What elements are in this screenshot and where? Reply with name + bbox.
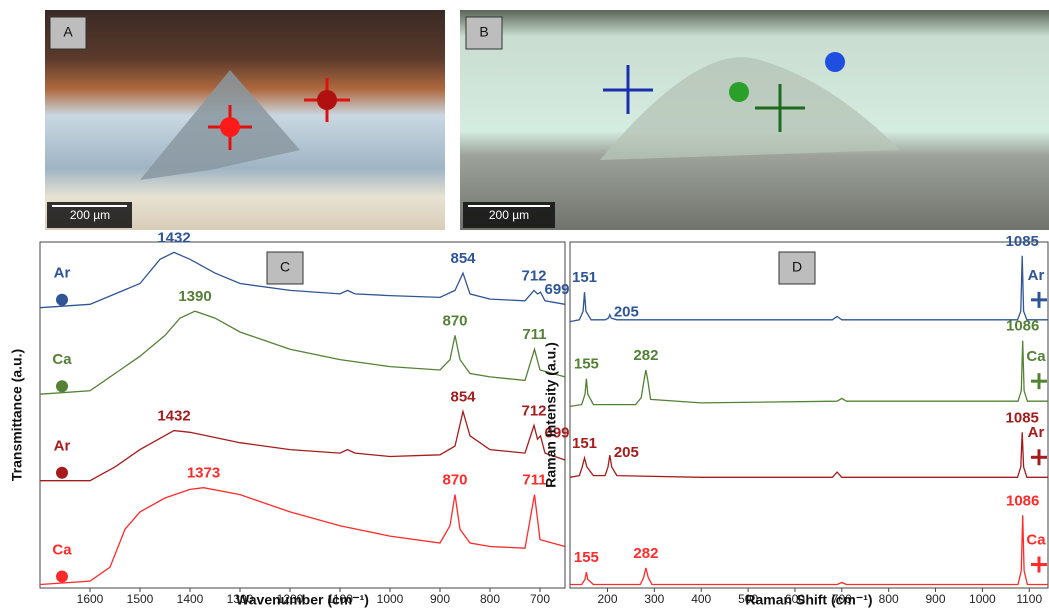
x-tick-label: 700 bbox=[530, 592, 550, 606]
panel-label: C bbox=[280, 259, 290, 275]
peak-label: 205 bbox=[614, 304, 639, 321]
peak-label: 854 bbox=[450, 389, 476, 406]
spectrum-line bbox=[40, 412, 565, 481]
legend-label: Ar bbox=[54, 438, 71, 455]
x-tick-label: 1400 bbox=[177, 592, 204, 606]
legend-label: Ar bbox=[1028, 267, 1045, 284]
legend-marker bbox=[56, 467, 68, 479]
peak-label: 1432 bbox=[157, 229, 190, 246]
figure: A 200 µm B 200 µm C160015001400130012001… bbox=[0, 0, 1049, 609]
peak-label: 155 bbox=[574, 356, 599, 373]
legend-label: Ca bbox=[1026, 532, 1046, 549]
peak-label: 151 bbox=[572, 435, 597, 452]
x-tick-label: 1600 bbox=[77, 592, 104, 606]
peak-label: 1086 bbox=[1006, 492, 1039, 509]
panel-label: D bbox=[792, 259, 802, 275]
peak-label: 699 bbox=[545, 281, 570, 298]
x-axis-title: Raman Shift (cm⁻¹) bbox=[745, 592, 872, 608]
peak-label: 870 bbox=[442, 472, 467, 489]
peak-label: 151 bbox=[572, 269, 597, 286]
legend-label: Ar bbox=[54, 265, 71, 282]
x-tick-label: 200 bbox=[597, 592, 617, 606]
peak-label: 282 bbox=[633, 545, 658, 562]
plot-frame bbox=[570, 242, 1048, 588]
micrograph-a bbox=[45, 10, 445, 230]
legend-label: Ca bbox=[52, 542, 72, 559]
legend-label: Ca bbox=[1026, 348, 1046, 365]
x-tick-label: 800 bbox=[480, 592, 500, 606]
x-tick-label: 1100 bbox=[1016, 592, 1042, 606]
x-tick-label: 800 bbox=[879, 592, 899, 606]
x-tick-label: 900 bbox=[430, 592, 450, 606]
peak-label: 870 bbox=[442, 312, 467, 329]
x-tick-label: 400 bbox=[691, 592, 711, 606]
peak-label: 712 bbox=[521, 267, 546, 284]
peak-label: 1373 bbox=[187, 465, 220, 482]
legend-marker bbox=[56, 294, 68, 306]
y-axis-title: Transmittance (a.u.) bbox=[9, 349, 25, 481]
x-tick-label: 900 bbox=[926, 592, 946, 606]
peak-label: 282 bbox=[633, 347, 658, 364]
legend-marker bbox=[56, 380, 68, 392]
x-tick-label: 300 bbox=[644, 592, 664, 606]
peak-label: 155 bbox=[574, 549, 599, 566]
peak-label: 854 bbox=[450, 250, 476, 267]
legend-marker bbox=[56, 571, 68, 583]
peak-label: 1086 bbox=[1006, 318, 1039, 335]
x-tick-label: 1000 bbox=[377, 592, 404, 606]
scale-bar-label: 200 µm bbox=[70, 208, 110, 222]
peak-label: 1085 bbox=[1006, 233, 1039, 250]
peak-label: 1390 bbox=[178, 288, 211, 305]
panel-label: A bbox=[63, 24, 73, 40]
x-tick-label: 1500 bbox=[127, 592, 154, 606]
spectrum-line bbox=[40, 488, 565, 585]
micrograph-b bbox=[460, 10, 1049, 230]
x-axis-title: Wavenumber (cm⁻¹) bbox=[236, 592, 369, 608]
peak-label: 205 bbox=[614, 444, 639, 461]
peak-label: 1432 bbox=[157, 408, 190, 425]
legend-label: Ca bbox=[52, 351, 72, 368]
panel-label: B bbox=[479, 24, 488, 40]
spectrum-line bbox=[40, 311, 565, 394]
plot-frame bbox=[40, 242, 565, 588]
y-axis-title: Raman Intensity (a.u.) bbox=[543, 342, 559, 487]
x-tick-label: 1000 bbox=[969, 592, 996, 606]
peak-label: 711 bbox=[522, 326, 546, 343]
scale-bar-label: 200 µm bbox=[489, 208, 529, 222]
spectrum-line bbox=[570, 432, 1048, 477]
legend-label: Ar bbox=[1028, 424, 1045, 441]
